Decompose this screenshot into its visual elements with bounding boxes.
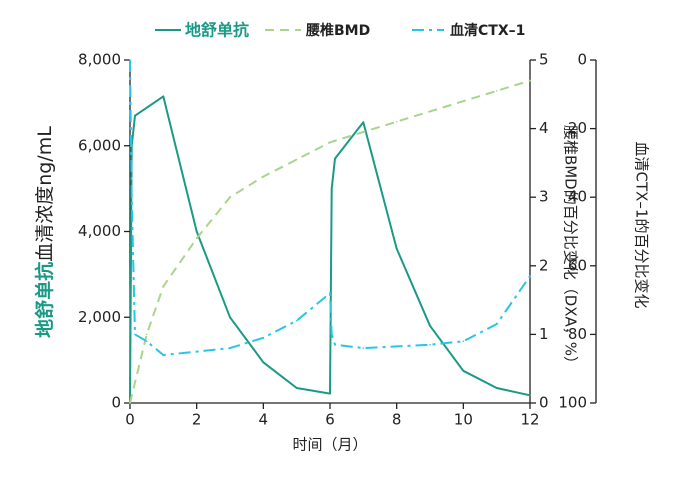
right2-tick-label: 100 [558,394,587,412]
data-point [495,387,498,389]
data-point [330,333,333,336]
data-point [334,343,336,346]
data-point [162,354,165,356]
series-line [129,59,531,356]
data-point [295,319,298,322]
right2-tick-label: 20 [568,119,587,137]
left-axis-title: 地舒单抗血清浓度ng/mL [33,126,56,338]
axis-titles: 时间（月） 地舒单抗血清浓度ng/mL 腰椎BMD的百分比变化（DXA，%） 血清CT… [33,125,651,454]
data-point [462,340,465,343]
left-tick-label: 4,000 [78,222,121,240]
data-point [134,333,136,336]
left-tick-label: 2,000 [78,308,121,326]
data-point [229,316,231,319]
data-point [195,350,198,353]
data-point [295,387,298,389]
data-point [529,275,531,277]
data-point [529,79,531,82]
x-tick-label: 10 [454,411,473,429]
data-point [395,247,398,250]
right1-tick-label: 3 [539,188,549,206]
left-tick-label: 0 [111,394,121,412]
series-line [129,79,531,404]
right1-axis-title: 腰椎BMD的百分比变化（DXA，%） [562,125,580,371]
data-point [145,340,148,343]
legend: 地舒单抗 腰椎BMD 血清CTX–1 [155,21,525,40]
data-point [429,343,431,346]
x-tick-label: 4 [259,411,269,429]
data-point [462,370,465,372]
data-point [329,141,331,144]
data-point [229,196,231,198]
right2-tick-label: 40 [568,188,587,206]
data-point [262,175,265,178]
data-point [495,90,498,92]
data-point [195,237,198,240]
data-point [330,187,333,190]
left-tick-label: 6,000 [78,136,121,154]
data-point [162,95,165,98]
right1-tick-label: 5 [539,51,549,69]
series-layer [129,59,531,404]
data-point [329,292,331,295]
legend-label: 地舒单抗 [185,21,249,40]
x-tick-label: 2 [192,411,202,429]
data-point [295,158,298,161]
data-point [129,59,131,61]
data-point [395,345,398,348]
x-axis-title: 时间（月） [292,436,367,454]
x-tick-label: 8 [392,411,402,429]
x-tick-label: 6 [325,411,335,429]
right2-tick-label: 0 [577,51,587,69]
right2-tick-label: 60 [568,256,587,274]
data-point [429,325,431,327]
series-group [129,59,531,356]
left-tick-label: 8,000 [78,51,121,69]
x-tick-label: 12 [520,411,539,429]
data-point [134,114,136,117]
data-point [145,333,148,336]
data-point [130,196,133,198]
data-point [429,110,431,113]
data-point [334,157,336,160]
data-point [395,120,398,123]
right1-tick-label: 2 [539,256,549,274]
data-point [129,402,131,404]
data-point [262,337,265,339]
data-point [195,230,198,233]
data-point [229,347,231,349]
data-point [362,131,365,133]
right1-tick-label: 0 [539,394,549,412]
series-group [129,79,531,404]
data-point [329,392,331,395]
data-point [462,100,465,102]
data-point [262,361,265,364]
data-point [529,394,531,397]
right1-tick-label: 4 [539,119,549,137]
left-axis-title-bold: 地舒单抗 [33,262,56,338]
right2-axis-title: 血清CTX–1的百分比变化 [633,142,651,309]
right1-tick-label: 1 [539,325,549,343]
x-tick-label: 0 [125,411,135,429]
legend-label: 腰椎BMD [305,22,370,39]
data-point [495,323,498,325]
data-point [362,121,365,123]
left-axis-title-rest: 血清浓度ng/mL [34,126,56,262]
data-point [162,285,165,288]
data-point [362,347,365,349]
right2-tick-label: 80 [568,325,587,343]
legend-label: 血清CTX–1 [450,22,525,39]
